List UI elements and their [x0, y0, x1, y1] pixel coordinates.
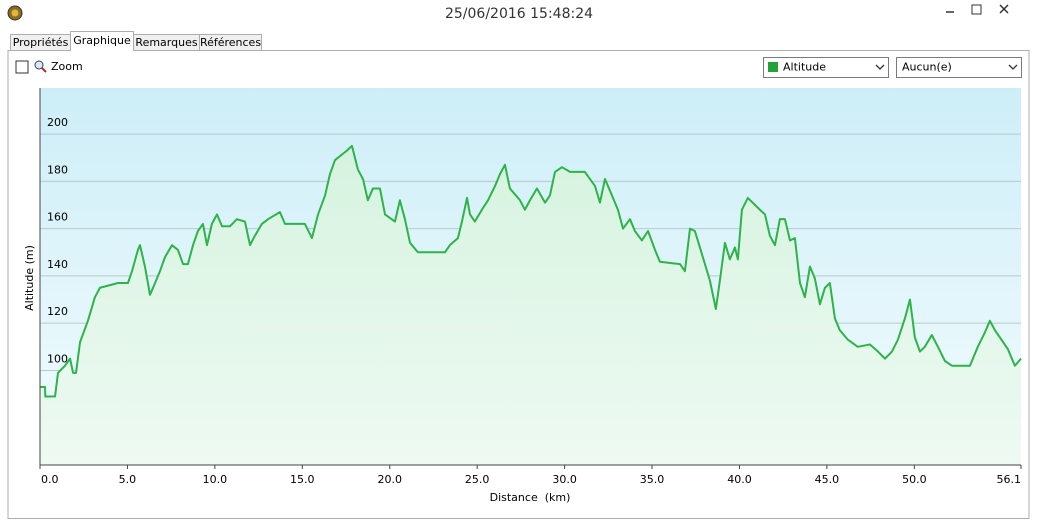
x-tick-label: 10.0	[203, 473, 228, 486]
zoom-label: Zoom	[51, 60, 83, 73]
y-tick-label: 160	[47, 211, 68, 224]
y-tick-label: 200	[47, 116, 68, 129]
zoom-icon	[34, 60, 44, 70]
tab-label: Remarques	[135, 36, 197, 49]
tab-strip: Propriétés Graphique Remarques Références	[10, 31, 262, 52]
zoom-icon-handle	[41, 67, 47, 73]
window-title: 25/06/2016 15:48:24	[445, 6, 593, 22]
y-axis-label: Altitude (m)	[23, 245, 36, 311]
primary-swatch	[768, 62, 778, 72]
x-tick-label: 45.0	[815, 473, 840, 486]
tab-label: Propriétés	[13, 36, 69, 49]
area-fill	[40, 145, 1021, 465]
maximize-button[interactable]	[971, 4, 982, 15]
secondary-dropdown[interactable]	[896, 57, 1022, 78]
title-bar	[0, 0, 1038, 28]
tab-label: Références	[200, 36, 261, 49]
y-tick-label: 180	[47, 163, 68, 176]
x-tick-label: 0.0	[41, 473, 59, 486]
x-axis-label: Distance (km)	[490, 491, 571, 504]
altitude-line	[40, 144, 1022, 398]
tab-join	[71, 50, 133, 52]
x-tick-label: 20.0	[377, 473, 402, 486]
x-tick-label: 50.0	[902, 473, 927, 486]
zoom-checkbox[interactable]	[15, 60, 29, 74]
primary-dropdown[interactable]	[763, 57, 889, 78]
dropdown-arrow	[875, 64, 885, 70]
x-tick-label: 5.0	[119, 473, 137, 486]
tab-label: Graphique	[73, 34, 131, 47]
y-tick-label: 140	[47, 258, 68, 271]
x-tick-label: 30.0	[552, 473, 577, 486]
x-tick-label: 56.1	[997, 473, 1022, 486]
app-icon-inner	[11, 9, 19, 17]
primary-dropdown-label: Altitude	[783, 61, 826, 74]
x-tick-label: 35.0	[640, 473, 665, 486]
x-tick-label: 25.0	[465, 473, 490, 486]
tab[interactable]	[199, 34, 262, 51]
x-tick-label: 15.0	[290, 473, 315, 486]
plot: 801001201401601802000.05.010.015.020.025…	[39, 88, 1022, 486]
close-button[interactable]	[999, 4, 1009, 14]
x-tick-label: 40.0	[727, 473, 752, 486]
y-tick-label: 120	[47, 305, 68, 318]
dropdown-arrow	[1008, 64, 1018, 70]
secondary-dropdown-label: Aucun(e)	[902, 61, 952, 74]
y-tick-label: 100	[47, 352, 68, 365]
